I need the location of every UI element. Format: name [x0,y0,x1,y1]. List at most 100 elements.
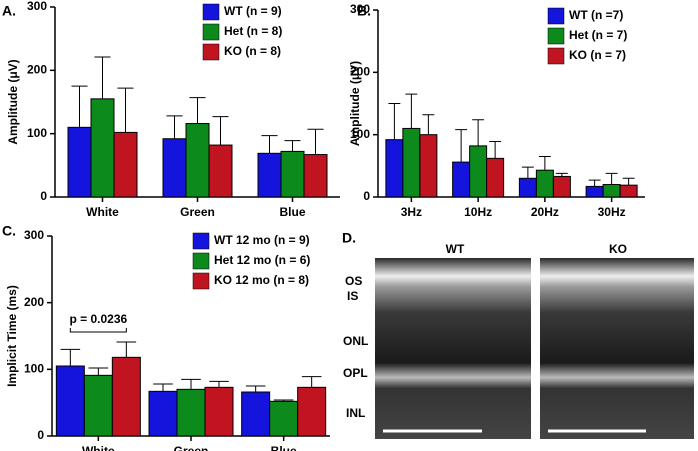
x-tick-label: Green [174,444,209,451]
y-axis-label: Implicit Time (ms) [5,285,19,387]
error-bar [181,378,201,390]
panel-label: A. [2,3,16,19]
error-bar [261,135,278,154]
error-bar [273,399,294,402]
error-bar [422,114,435,135]
legend-label: WT (n =7) [569,8,623,22]
legend-swatch [192,272,210,290]
legend-label: Het (n = 7) [569,28,627,42]
x-tick-label: Green [180,205,215,219]
y-tick-label: 0 [40,189,47,203]
y-tick-label: 100 [24,362,44,376]
ko-image [540,258,694,439]
bar [452,161,471,198]
y-tick-label: 0 [363,189,370,203]
y-tick-label: 100 [350,127,370,141]
error-bar [555,172,568,177]
x-tick-label: 30Hz [598,205,626,219]
error-bar [116,341,137,358]
error-bar [284,140,301,152]
error-bar [153,383,173,392]
x-tick-label: Blue [279,205,305,219]
y-axis-label: Amplitude (μV) [348,61,362,146]
y-tick-label: 100 [27,126,47,140]
legend-swatch [202,43,220,61]
layer-label: IS [347,289,358,303]
error-bar [117,87,134,133]
bar [67,126,92,198]
bar [269,400,299,437]
error-bar [71,85,88,128]
wt-image [375,258,531,439]
bar [111,356,141,437]
x-tick-label: White [86,205,119,219]
retina-panel: D. WT KO OS IS ONL OPL INL [342,230,694,439]
bar [469,145,488,198]
layer-label: ONL [343,334,368,348]
panel-label: D. [342,230,356,246]
x-tick-label: 3Hz [401,205,422,219]
legend-label: Het 12 mo (n = 6) [214,253,310,267]
legend-label: KO (n = 7) [569,48,626,62]
legend-label: WT (n = 9) [224,4,282,18]
y-axis-label: Amplitude (μV) [6,59,20,144]
y-tick-label: 300 [350,2,370,16]
layer-label: OS [345,274,362,288]
bar [385,139,404,198]
bar [303,154,328,198]
bar [148,390,178,437]
layer-label: INL [346,406,365,420]
y-tick-label: 200 [350,65,370,79]
y-tick-label: 200 [27,63,47,77]
error-bar [307,128,324,155]
legend-label: Het (n = 8) [224,24,282,38]
bar [83,374,113,437]
legend-swatch [202,23,220,41]
image-title: KO [609,242,627,256]
legend-swatch [547,47,565,65]
bar [619,184,638,198]
error-bar [166,115,183,139]
bar [176,388,206,437]
bar [518,177,537,198]
error-bar [472,119,485,146]
y-tick-label: 200 [24,295,44,309]
y-tick-label: 0 [37,428,44,442]
layer-label: OPL [343,366,368,380]
bar [602,184,621,198]
legend-label: KO 12 mo (n = 8) [214,273,309,287]
legend-swatch [192,232,210,250]
error-bar [405,93,418,129]
error-bar [588,179,601,187]
legend-swatch [192,252,210,270]
legend-swatch [547,7,565,25]
panel-label: C. [2,223,16,239]
x-tick-label: 20Hz [531,205,559,219]
x-tick-label: Blue [271,444,297,451]
legend-label: WT 12 mo (n = 9) [214,233,310,247]
error-bar [60,348,81,366]
bar [55,365,85,437]
bar [419,134,438,198]
bar [208,144,233,198]
bar [241,391,271,437]
error-bar [605,172,618,185]
error-bar [455,129,468,163]
y-tick-label: 300 [24,228,44,242]
error-bar [388,103,401,140]
y-tick-label: 300 [27,0,47,13]
error-bar [301,376,322,388]
error-bar [521,166,534,179]
x-tick-label: White [82,444,115,451]
error-bar [622,177,635,186]
bar [535,169,554,198]
bar [280,150,305,198]
image-title: WT [446,242,465,256]
error-bar [212,116,229,146]
error-bar [245,385,266,392]
bar [162,138,187,198]
bar [90,98,115,198]
panel-label: B. [357,3,371,19]
legend-swatch [547,27,565,45]
bar [297,386,327,437]
